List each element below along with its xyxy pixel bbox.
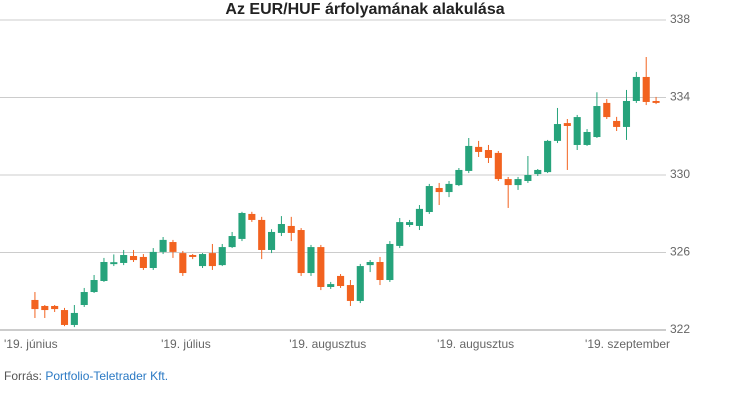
- candle-body: [277, 224, 285, 233]
- candle-body: [139, 256, 147, 268]
- candle-body: [327, 284, 335, 287]
- candle-body: [622, 100, 631, 127]
- candle-body: [544, 140, 552, 173]
- chart-title: Az EUR/HUF árfolyamának alakulása: [225, 1, 504, 18]
- candle-body: [465, 145, 473, 171]
- y-tick-label: 330: [670, 167, 690, 181]
- source-label: Forrás:: [4, 369, 42, 383]
- candle-body: [51, 305, 59, 310]
- candle-body: [504, 179, 512, 186]
- source-note: Forrás: Portfolio-Teletrader Kft.: [4, 369, 168, 383]
- candle-body: [396, 222, 404, 246]
- candle-body: [100, 261, 108, 281]
- candle-body: [376, 261, 384, 281]
- x-tick-label: '19. július: [161, 337, 211, 351]
- y-tick-label: 338: [670, 12, 690, 26]
- candle-body: [198, 254, 207, 267]
- candle-body: [425, 186, 433, 213]
- candle-body: [534, 169, 542, 175]
- source-link[interactable]: Portfolio-Teletrader Kft.: [45, 369, 168, 383]
- x-tick-label: '19. augusztus: [437, 337, 514, 351]
- candle-body: [475, 146, 483, 152]
- x-tick-label: '19. június: [4, 337, 58, 351]
- candle-body: [179, 253, 187, 274]
- candle-body: [90, 280, 98, 293]
- candle-body: [613, 120, 621, 127]
- candle-body: [642, 76, 650, 102]
- y-tick-label: 322: [670, 322, 690, 336]
- candle-body: [514, 179, 522, 186]
- candle-body: [337, 275, 345, 287]
- candle-body: [248, 213, 256, 220]
- candle-body: [287, 225, 295, 233]
- candle-body: [307, 247, 315, 274]
- candle-body: [494, 152, 502, 180]
- candle-body: [317, 247, 325, 287]
- candle-body: [484, 150, 493, 158]
- candle-body: [593, 106, 601, 138]
- candle-body: [218, 247, 226, 266]
- candle-body: [652, 100, 660, 103]
- y-tick-label: 334: [670, 90, 690, 104]
- candle-body: [553, 124, 562, 141]
- candle-body: [149, 251, 157, 268]
- candle-body: [445, 183, 453, 193]
- candle-body: [297, 230, 305, 274]
- candle-body: [563, 123, 571, 126]
- candle-body: [573, 117, 581, 145]
- candle-body: [80, 292, 88, 306]
- candle-body: [356, 266, 364, 301]
- y-tick-label: 326: [670, 245, 690, 259]
- candle-body: [228, 236, 236, 248]
- candle-body: [120, 255, 128, 263]
- candle-body: [386, 243, 394, 281]
- x-tick-label: '19. szeptember: [585, 337, 670, 351]
- candle-body: [524, 175, 532, 182]
- candle-body: [258, 219, 266, 250]
- candle-body: [129, 255, 138, 261]
- candle-body: [189, 255, 197, 257]
- candle-body: [238, 212, 246, 239]
- candle-body: [60, 310, 69, 325]
- candle-body: [583, 131, 591, 145]
- candle-body: [268, 231, 276, 250]
- candle-body: [159, 239, 167, 252]
- candle-body: [366, 261, 374, 266]
- candle-body: [632, 76, 640, 101]
- candle-body: [110, 262, 118, 265]
- candle-body: [169, 242, 177, 252]
- candle-body: [41, 305, 49, 311]
- candle-body: [435, 187, 443, 193]
- candle-body: [70, 312, 78, 325]
- candle-body: [415, 208, 423, 226]
- candle-body: [346, 285, 354, 301]
- candle-body: [31, 299, 39, 310]
- candle-body: [208, 253, 216, 267]
- candle-body: [455, 169, 463, 186]
- x-tick-label: '19. augusztus: [289, 337, 366, 351]
- candle-body: [603, 102, 611, 118]
- candle-body: [406, 222, 414, 225]
